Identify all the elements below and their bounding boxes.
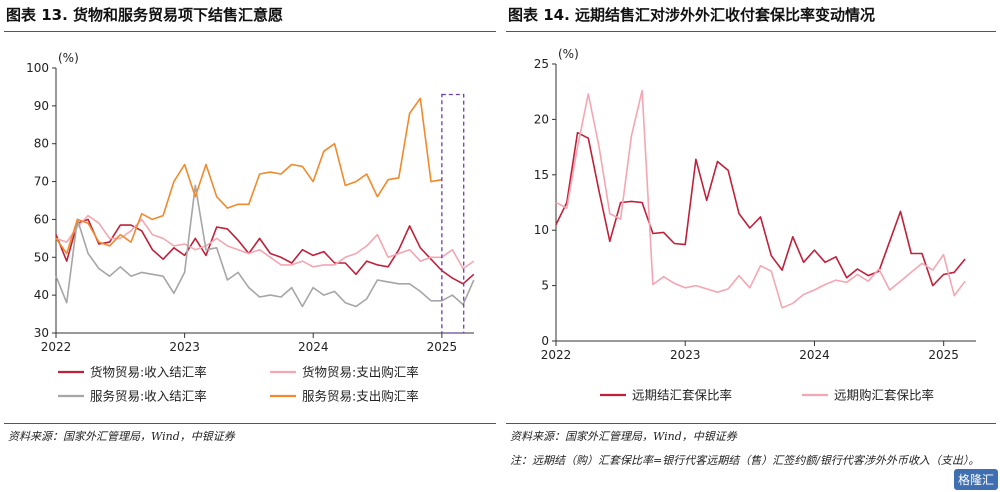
series-line bbox=[55, 214, 475, 270]
x-tick-label: 2024 bbox=[799, 348, 830, 362]
y-tick-label: 90 bbox=[34, 99, 49, 113]
series-line bbox=[55, 218, 475, 285]
note-text: 注：远期结（购）汇套保比率=银行代客远期结（售）汇签约额/银行代客涉外外币收入（… bbox=[510, 454, 980, 467]
y-axis-unit: (%) bbox=[558, 47, 579, 61]
legend-label: 远期结汇套保比率 bbox=[632, 388, 732, 403]
x-tick-label: 2022 bbox=[41, 340, 72, 354]
series-line bbox=[55, 184, 475, 308]
y-tick-label: 60 bbox=[34, 212, 49, 226]
series-line bbox=[55, 97, 442, 255]
y-tick-label: 50 bbox=[34, 250, 49, 264]
x-tick-label: 2022 bbox=[541, 348, 572, 362]
legend-label: 服务贸易:支出购汇率 bbox=[302, 389, 419, 404]
legend-label: 货物贸易:收入结汇率 bbox=[90, 365, 207, 380]
y-tick-label: 40 bbox=[34, 288, 49, 302]
y-tick-label: 25 bbox=[534, 57, 549, 71]
title-rule bbox=[4, 31, 496, 32]
legend-label: 服务贸易:收入结汇率 bbox=[90, 389, 207, 404]
legend-label: 远期购汇套保比率 bbox=[834, 388, 934, 403]
source-rule bbox=[506, 423, 996, 424]
y-tick-label: 20 bbox=[534, 112, 549, 126]
y-tick-label: 30 bbox=[34, 326, 49, 340]
x-tick-label: 2025 bbox=[427, 340, 458, 354]
source-text: 资料来源：国家外汇管理局，Wind，中银证券 bbox=[510, 430, 737, 443]
x-tick-label: 2025 bbox=[928, 348, 959, 362]
legend-label: 货物贸易:支出购汇率 bbox=[302, 365, 419, 380]
line-chart-13: 30 40 50 60 70 80 90 100 (%) 2022 2023 2024 2025 货物贸易… bbox=[26, 51, 475, 404]
highlight-box bbox=[441, 93, 465, 334]
y-tick-label: 5 bbox=[541, 279, 549, 293]
x-tick-label: 2023 bbox=[670, 348, 701, 362]
y-axis-unit: (%) bbox=[58, 51, 79, 65]
source-rule bbox=[4, 423, 496, 424]
y-tick-label: 70 bbox=[34, 175, 49, 189]
y-tick-label: 15 bbox=[534, 168, 549, 182]
x-tick-label: 2024 bbox=[298, 340, 329, 354]
title-rule bbox=[506, 31, 996, 32]
y-tick-label: 10 bbox=[534, 223, 549, 237]
chart-panel-13: 图表 13. 货物和服务贸易项下结售汇意愿 30 40 50 60 70 80 90 100 (… bbox=[4, 6, 496, 443]
chart-title: 图表 14. 远期结售汇对涉外外汇收付套保比率变动情况 bbox=[508, 6, 876, 24]
series-line bbox=[555, 131, 966, 287]
series-line bbox=[555, 89, 966, 309]
source-text: 资料来源：国家外汇管理局，Wind，中银证券 bbox=[8, 430, 235, 443]
watermark-logo: 格隆汇 bbox=[953, 469, 998, 490]
y-tick-label: 100 bbox=[26, 61, 49, 75]
chart-panel-14: 图表 14. 远期结售汇对涉外外汇收付套保比率变动情况 0 5 10 15 20 25 (%… bbox=[502, 0, 1000, 492]
x-tick-label: 2023 bbox=[169, 340, 200, 354]
y-tick-label: 80 bbox=[34, 137, 49, 151]
y-tick-label: 0 bbox=[541, 334, 549, 348]
chart-title: 图表 13. 货物和服务贸易项下结售汇意愿 bbox=[6, 6, 284, 24]
